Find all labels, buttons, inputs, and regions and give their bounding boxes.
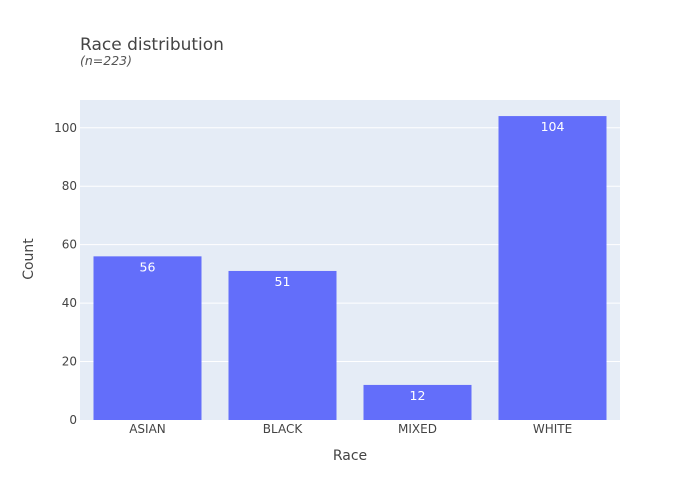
chart-subtitle: (n=223) [80, 53, 132, 68]
bar-value-label: 51 [275, 274, 291, 289]
y-tick-label: 20 [62, 355, 77, 369]
x-tick-label: MIXED [398, 422, 437, 436]
y-tick-label: 80 [62, 179, 77, 193]
x-tick-label: ASIAN [129, 422, 166, 436]
bar-black [228, 270, 337, 420]
bar-value-label: 12 [410, 388, 426, 403]
y-tick-label: 40 [62, 296, 77, 310]
x-axis-label: Race [333, 448, 367, 464]
x-axis-ticks: ASIAN BLACK MIXED WHITE [129, 422, 572, 436]
chart-title: Race distribution [80, 35, 224, 55]
bars [93, 116, 607, 420]
y-tick-label: 60 [62, 238, 77, 252]
bar-white [498, 116, 607, 420]
y-tick-label: 100 [54, 121, 77, 135]
bar-asian [93, 256, 202, 420]
x-tick-label: WHITE [533, 422, 572, 436]
bar-value-label: 56 [140, 259, 156, 274]
bar-mixed [363, 384, 472, 420]
x-tick-label: BLACK [263, 422, 304, 436]
y-axis-label: Count [21, 238, 37, 280]
bar-value-label: 104 [541, 119, 565, 134]
y-axis-ticks: 0 20 40 60 80 100 [54, 121, 77, 427]
y-tick-label: 0 [69, 413, 77, 427]
bar-labels: 56 51 12 104 [140, 119, 565, 403]
